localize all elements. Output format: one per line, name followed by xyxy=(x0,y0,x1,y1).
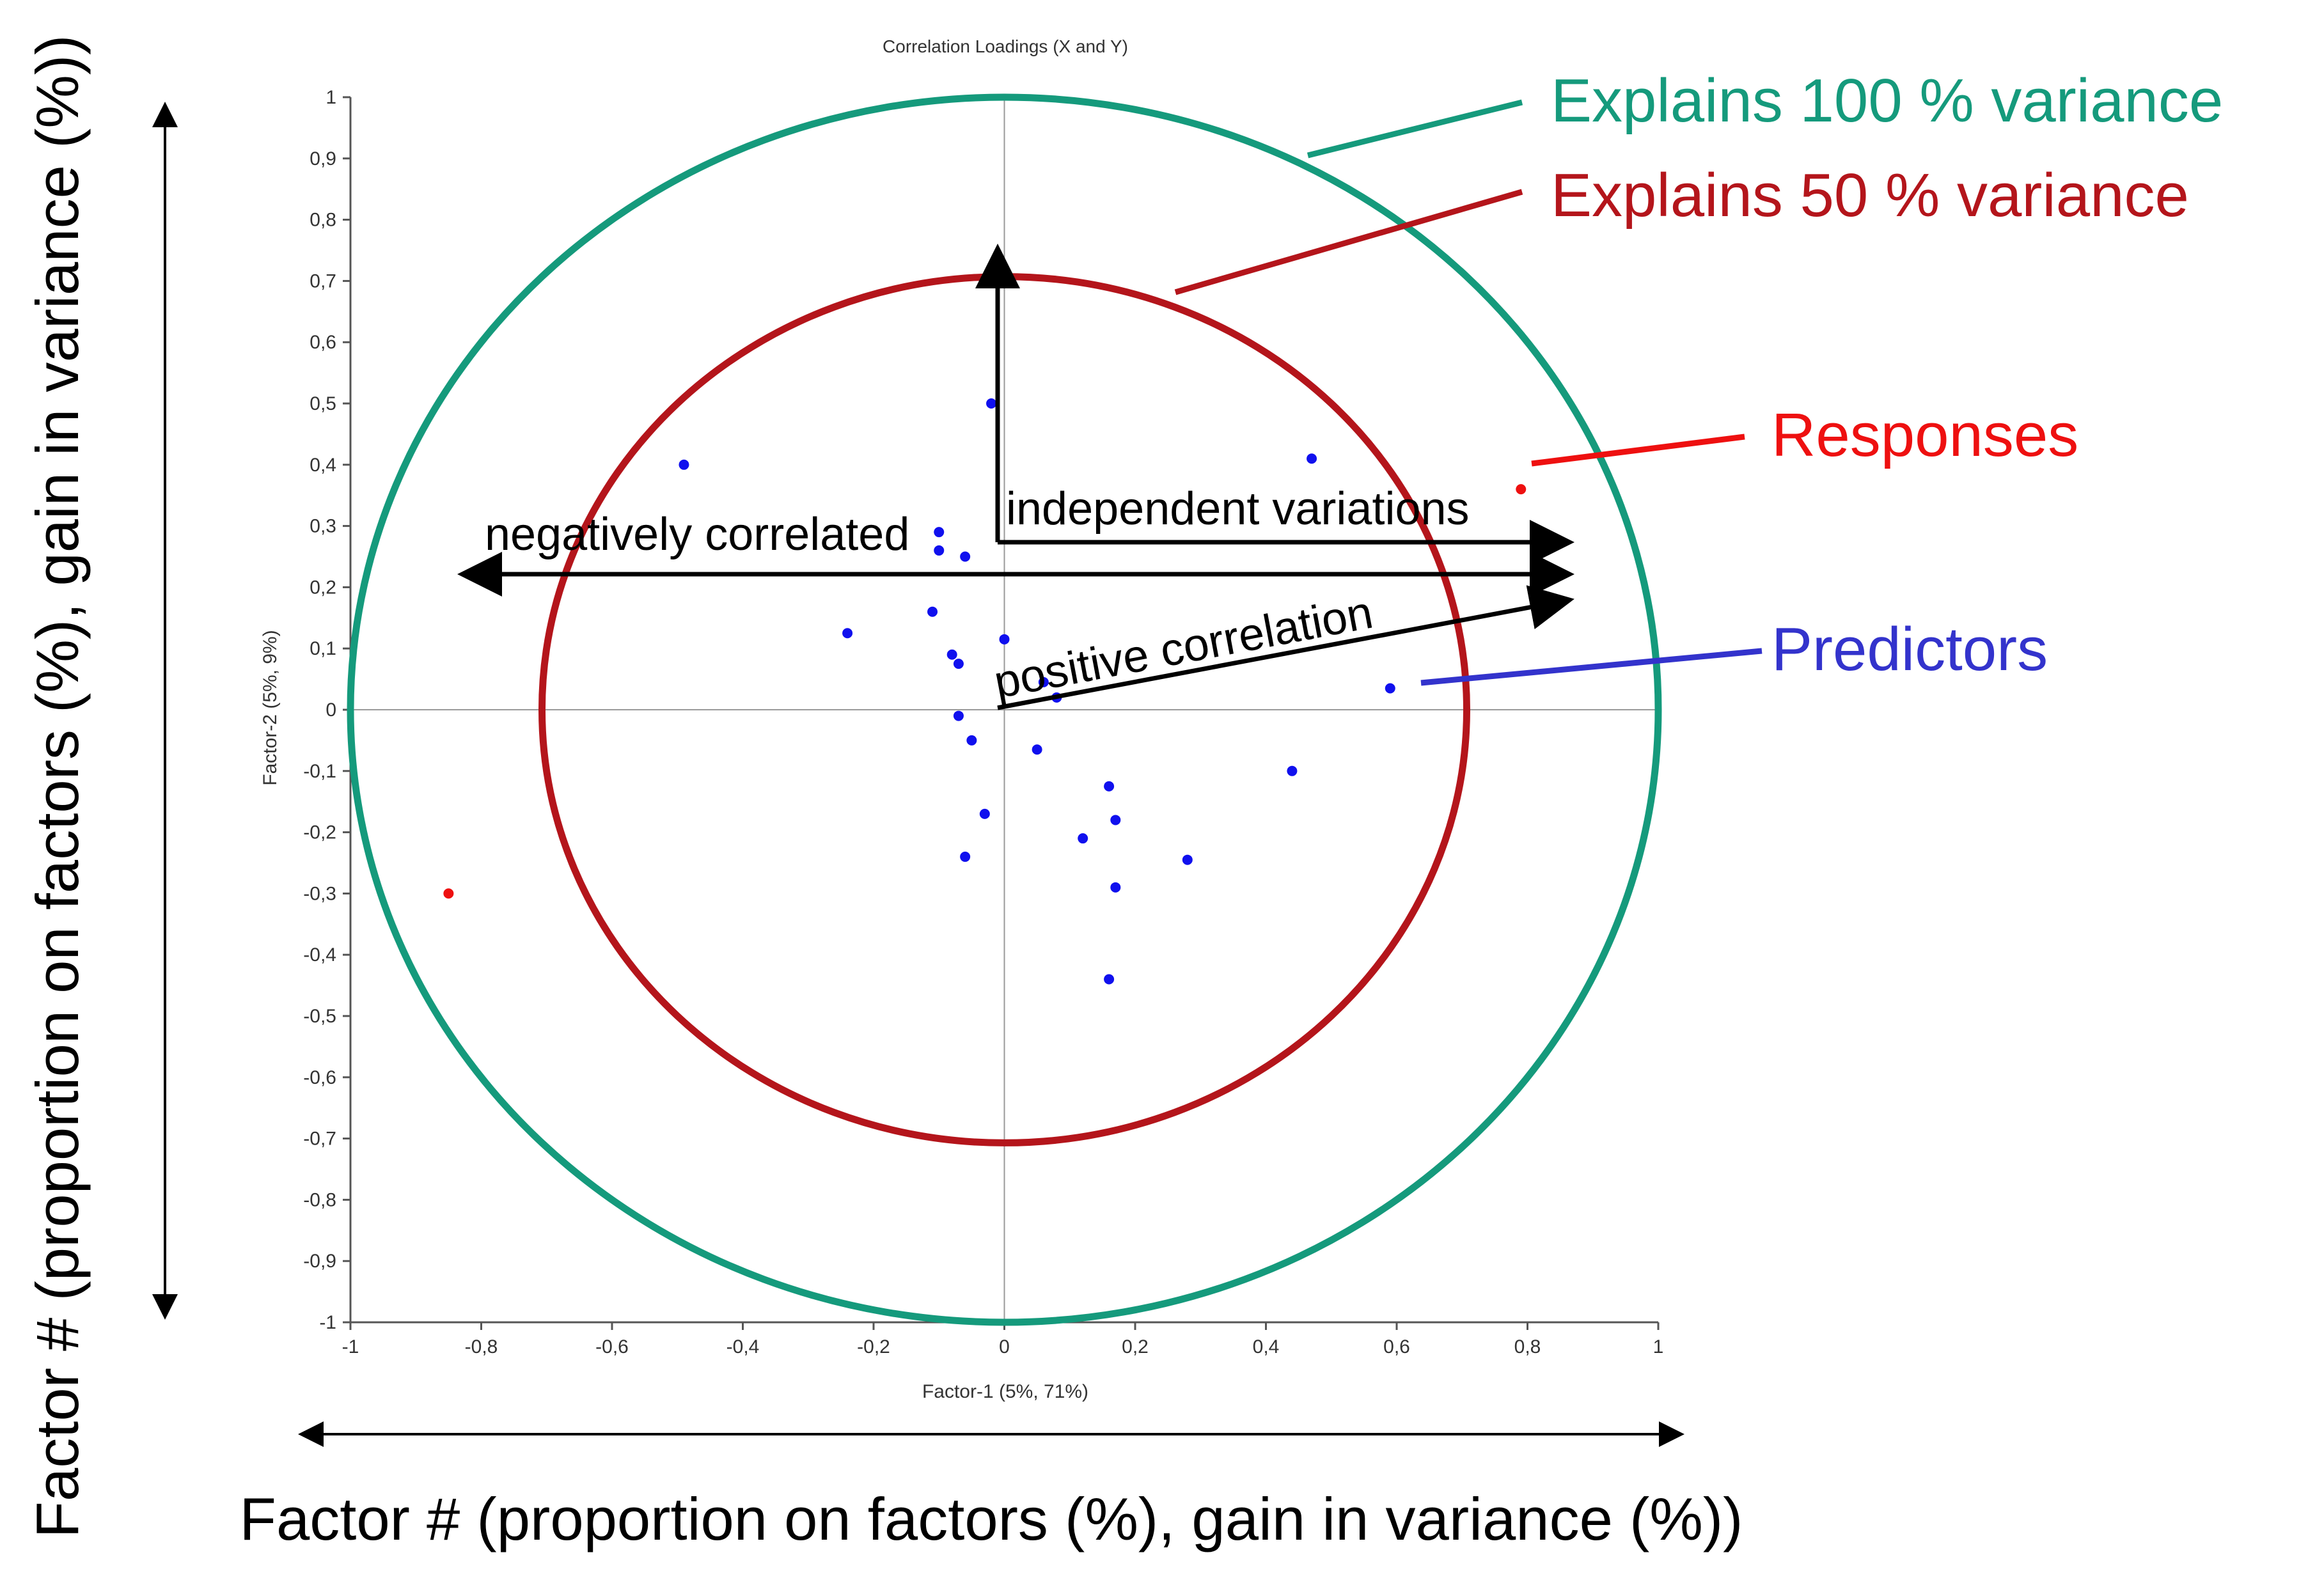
x-tick-label: -0,4 xyxy=(726,1336,760,1357)
x-tick-label: -1 xyxy=(342,1336,359,1357)
predictor-point xyxy=(1110,815,1121,825)
predictor-point xyxy=(1385,683,1395,694)
predictors-callout-line xyxy=(1420,648,1763,686)
y-tick-label: -0,9 xyxy=(303,1251,336,1272)
y-axis-ticks: 1 0,9 0,8 0,7 0,6 0,5 0,4 0,3 0,2 0,1 0 -0,1 -0,2 -0,… xyxy=(303,87,350,1333)
circle-explains-100-variance xyxy=(347,93,1662,1326)
predictor-point xyxy=(1287,765,1298,776)
predictor-point xyxy=(1110,882,1121,893)
responses-callout-line xyxy=(1531,434,1745,467)
annotation-arrows xyxy=(457,244,1574,710)
y-tick-label: -0,4 xyxy=(303,944,336,965)
chart-title: Correlation Loadings (X and Y) xyxy=(883,36,1128,56)
y-tick-label: -0,3 xyxy=(303,883,336,904)
x-axis-ticks: -1 -0,8 -0,6 -0,4 -0,2 0 0,2 0,4 0,6 0,8 1 xyxy=(342,1322,1664,1357)
callout-lines xyxy=(1174,99,1763,686)
x-tick-label: -0,6 xyxy=(595,1336,629,1357)
x-axis-label: Factor-1 (5%, 71%) xyxy=(922,1381,1088,1402)
predictor-point xyxy=(1078,833,1088,844)
x-tick-label: 0,8 xyxy=(1514,1336,1541,1357)
y-axis-label: Factor-2 (5%, 9%) xyxy=(260,630,281,785)
predictor-point xyxy=(934,545,945,556)
outer-x-axis-label: Factor # (proportion on factors (%), gai… xyxy=(240,1485,1743,1552)
predictor-point xyxy=(986,398,997,409)
predictor-point xyxy=(934,527,945,538)
x-tick-label: 1 xyxy=(1653,1336,1664,1357)
predictor-point xyxy=(999,634,1010,645)
predictor-point xyxy=(960,851,971,862)
x-tick-label: 0,2 xyxy=(1122,1336,1149,1357)
y-tick-label: -1 xyxy=(319,1312,336,1333)
y-tick-label: 1 xyxy=(326,87,336,108)
x-tick-label: 0,4 xyxy=(1253,1336,1280,1357)
outer-axis-arrows xyxy=(152,102,1684,1447)
y-tick-label: -0,2 xyxy=(303,822,336,843)
predictor-point xyxy=(1182,854,1193,865)
y-tick-label: 0,4 xyxy=(310,455,336,476)
y-tick-label: -0,8 xyxy=(303,1189,336,1210)
predictor-point xyxy=(1104,781,1115,792)
predictor-point xyxy=(966,735,977,746)
responses-label: Responses xyxy=(1771,401,2078,469)
explains-100-label: Explains 100 % variance xyxy=(1551,66,2223,135)
positive-correlation-label: positive correlation xyxy=(990,587,1377,708)
explains-50-label: Explains 50 % variance xyxy=(1551,161,2189,230)
plot-axes xyxy=(349,97,1658,1324)
predictor-point xyxy=(1038,676,1049,687)
predictor-point xyxy=(946,649,957,660)
predictor-point xyxy=(960,551,971,562)
predictor-point xyxy=(679,459,689,470)
explains-100-callout-line xyxy=(1307,99,1523,159)
y-tick-label: -0,6 xyxy=(303,1067,336,1088)
x-tick-label: -0,8 xyxy=(465,1336,498,1357)
explains-50-callout-line xyxy=(1174,189,1523,295)
predictor-point xyxy=(1104,974,1115,985)
y-tick-label: 0,8 xyxy=(310,210,336,231)
predictor-point xyxy=(1307,453,1317,464)
y-tick-label: 0,6 xyxy=(310,332,336,353)
predictor-point xyxy=(953,710,964,721)
y-tick-label: 0 xyxy=(326,700,336,721)
response-point xyxy=(1516,484,1527,495)
y-tick-label: 0,5 xyxy=(310,393,336,414)
predictors-label: Predictors xyxy=(1771,615,2048,684)
x-tick-label: 0 xyxy=(999,1336,1010,1357)
y-tick-label: 0,7 xyxy=(310,270,336,292)
predictor-point xyxy=(979,808,990,819)
positive-correlation-arrow xyxy=(997,585,1574,710)
independent-variations-label: independent variations xyxy=(1006,483,1470,535)
y-tick-label: -0,5 xyxy=(303,1006,336,1027)
y-tick-label: -0,1 xyxy=(303,761,336,782)
predictor-point xyxy=(842,628,853,639)
predictor-point xyxy=(927,606,938,617)
outer-y-axis-label: Factor # (proportion on factors (%), gai… xyxy=(24,35,91,1538)
y-tick-label: 0,2 xyxy=(310,577,336,598)
x-tick-label: -0,2 xyxy=(857,1336,890,1357)
predictor-point xyxy=(1032,744,1042,755)
response-point xyxy=(443,888,454,899)
x-tick-label: 0,6 xyxy=(1383,1336,1410,1357)
predictor-point xyxy=(953,659,964,669)
y-tick-label: -0,7 xyxy=(303,1129,336,1150)
y-tick-label: 0,1 xyxy=(310,638,336,659)
y-tick-label: 0,9 xyxy=(310,148,336,169)
y-tick-label: 0,3 xyxy=(310,516,336,537)
negatively-correlated-label: negatively correlated xyxy=(485,509,909,560)
